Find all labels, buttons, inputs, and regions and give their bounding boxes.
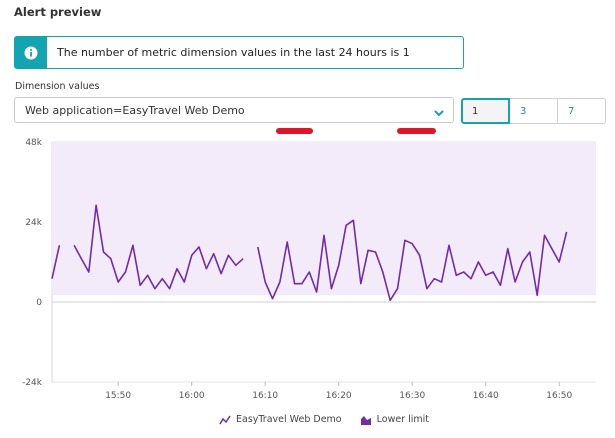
days-3-button[interactable]: 3	[509, 98, 558, 124]
area-series-icon	[360, 415, 371, 425]
x-tick-label: 16:30	[399, 391, 425, 401]
chevron-down-icon[interactable]	[433, 104, 445, 123]
legend-item-series[interactable]: EasyTravel Web Demo	[219, 414, 342, 425]
x-tick-label: 16:10	[252, 391, 278, 401]
dimension-select[interactable]: Web application=EasyTravel Web Demo	[14, 97, 454, 123]
x-tick-label: 16:40	[473, 391, 499, 401]
legend-label: Lower limit	[376, 414, 430, 425]
x-tick-label: 15:50	[105, 391, 131, 401]
y-tick-label: 24k	[25, 218, 42, 228]
y-tick-label: 0	[36, 298, 42, 308]
days-1-button[interactable]: 1	[461, 98, 510, 124]
dimension-values-label: Dimension values	[15, 81, 100, 92]
x-tick-label: 16:00	[179, 391, 205, 401]
lower-limit-band	[52, 142, 596, 296]
y-tick-label: -24k	[22, 378, 43, 388]
info-text: The number of metric dimension values in…	[57, 46, 410, 59]
days-7-button[interactable]: 7	[557, 98, 606, 124]
page-title: Alert preview	[14, 5, 102, 19]
x-tick-label: 16:50	[546, 391, 572, 401]
series-line	[51, 245, 61, 279]
info-banner: The number of metric dimension values in…	[14, 36, 464, 69]
series-line	[257, 219, 568, 302]
days-segmented-control: 1 3 7	[461, 98, 606, 124]
alert-marker	[397, 128, 436, 134]
alert-preview-chart: 48k 24k 0 -24k 15:50 16:00 16:10 16:20 16:30 16:…	[22, 138, 596, 401]
info-icon	[15, 37, 47, 68]
dimension-select-value: Web application=EasyTravel Web Demo	[25, 104, 245, 117]
y-tick-label: 48k	[25, 138, 42, 148]
line-series-icon	[219, 415, 231, 424]
series-line	[73, 204, 244, 290]
x-tick-label: 16:20	[326, 391, 352, 401]
legend-label: EasyTravel Web Demo	[236, 414, 342, 425]
chart-legend: EasyTravel Web Demo Lower limit	[219, 414, 429, 425]
legend-item-lower-limit[interactable]: Lower limit	[360, 414, 429, 425]
alert-marker	[276, 128, 313, 134]
